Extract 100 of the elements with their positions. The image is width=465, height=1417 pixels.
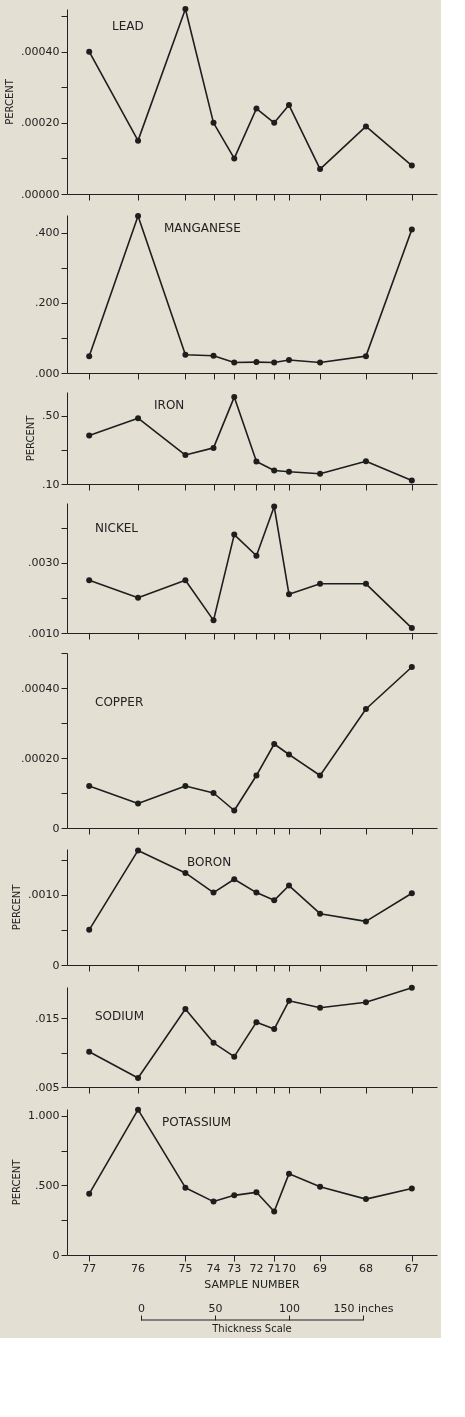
point bbox=[231, 807, 238, 814]
point bbox=[408, 226, 415, 233]
text: 71 bbox=[267, 1262, 282, 1275]
y-tick-label: .00020 bbox=[21, 751, 60, 765]
point bbox=[362, 1196, 369, 1203]
point bbox=[286, 997, 292, 1004]
point bbox=[317, 580, 324, 587]
y-axis-title: PERCENT bbox=[25, 414, 37, 462]
y-tick-label: .015 bbox=[35, 1011, 60, 1025]
y-tick-label: .0030 bbox=[28, 556, 60, 570]
point bbox=[182, 6, 189, 12]
point bbox=[253, 105, 260, 112]
text: 70 bbox=[282, 1262, 296, 1275]
point bbox=[210, 1198, 217, 1205]
y-tick-label: .50 bbox=[42, 409, 60, 423]
point bbox=[182, 1184, 189, 1191]
text: 72 bbox=[249, 1262, 264, 1275]
x-tick-label: 0 bbox=[138, 1301, 145, 1315]
text: SAMPLE NUMBER bbox=[204, 1278, 301, 1291]
point bbox=[317, 1183, 324, 1190]
text: COPPER bbox=[95, 695, 144, 709]
point bbox=[271, 897, 278, 904]
point bbox=[86, 432, 93, 439]
point bbox=[408, 664, 415, 670]
point bbox=[182, 577, 189, 584]
point bbox=[271, 119, 278, 126]
point bbox=[317, 772, 324, 779]
point bbox=[182, 783, 189, 789]
chart-title: MANGANESE bbox=[164, 221, 241, 235]
point bbox=[317, 166, 324, 173]
point bbox=[271, 503, 278, 510]
y-tick-label: 0 bbox=[52, 821, 60, 835]
point bbox=[408, 625, 415, 632]
point bbox=[86, 1048, 93, 1055]
y-tick-label: .400 bbox=[35, 226, 60, 240]
y-tick-label: .0010 bbox=[28, 888, 60, 902]
point bbox=[286, 468, 292, 475]
point bbox=[210, 1039, 217, 1046]
point bbox=[271, 741, 278, 747]
point bbox=[135, 800, 142, 807]
point bbox=[317, 910, 324, 917]
point bbox=[253, 458, 260, 465]
point bbox=[135, 213, 142, 220]
y-tick-label: .000 bbox=[35, 366, 60, 380]
point bbox=[231, 394, 238, 401]
point bbox=[231, 531, 238, 538]
point bbox=[253, 1189, 260, 1196]
text: 69 bbox=[313, 1262, 328, 1275]
point bbox=[362, 580, 369, 587]
point bbox=[135, 415, 142, 422]
point bbox=[231, 1053, 238, 1060]
point bbox=[317, 470, 324, 477]
y-tick-label: 1.000 bbox=[28, 1109, 60, 1123]
point bbox=[286, 357, 292, 363]
x-tick-label: 150 inches bbox=[333, 1301, 394, 1315]
point bbox=[135, 594, 142, 601]
y-tick-label: .00000 bbox=[21, 187, 60, 201]
point bbox=[86, 1190, 93, 1197]
text: 68 bbox=[358, 1262, 373, 1275]
point bbox=[86, 353, 93, 360]
point bbox=[86, 926, 93, 933]
point bbox=[271, 1026, 278, 1033]
text: 73 bbox=[227, 1262, 242, 1275]
point bbox=[210, 119, 217, 126]
point bbox=[253, 552, 260, 559]
y-axis-title: PERCENT bbox=[11, 883, 23, 931]
y-axis-title: PERCENT bbox=[11, 1158, 23, 1206]
text: LEAD bbox=[112, 19, 144, 33]
point bbox=[362, 353, 369, 360]
point bbox=[210, 352, 217, 359]
text: 67 bbox=[404, 1262, 419, 1275]
y-tick-label: .00040 bbox=[21, 681, 60, 695]
point bbox=[231, 1192, 238, 1199]
point bbox=[317, 1004, 324, 1011]
y-tick-label: .00020 bbox=[21, 116, 60, 130]
point bbox=[182, 869, 189, 876]
text: NICKEL bbox=[95, 521, 139, 535]
y-tick-label: .500 bbox=[35, 1178, 60, 1192]
point bbox=[286, 751, 292, 758]
point bbox=[210, 790, 217, 796]
point bbox=[210, 889, 217, 896]
point bbox=[408, 1185, 415, 1192]
point bbox=[210, 617, 217, 624]
point bbox=[182, 1006, 189, 1013]
y-tick-label: .0010 bbox=[28, 626, 60, 640]
point bbox=[286, 882, 292, 889]
point bbox=[253, 772, 260, 779]
point bbox=[408, 890, 415, 897]
point bbox=[271, 359, 278, 366]
text: IRON bbox=[154, 398, 185, 412]
point bbox=[182, 351, 189, 358]
point bbox=[135, 137, 142, 144]
y-tick-label: .00040 bbox=[21, 45, 60, 59]
point bbox=[253, 359, 260, 366]
point bbox=[86, 783, 93, 789]
x-axis-title: Thickness Scale bbox=[211, 1323, 292, 1334]
y-axis-title: PERCENT bbox=[4, 78, 16, 125]
point bbox=[231, 876, 238, 883]
x-tick-label: 100 bbox=[279, 1301, 300, 1315]
text: 76 bbox=[131, 1262, 146, 1275]
